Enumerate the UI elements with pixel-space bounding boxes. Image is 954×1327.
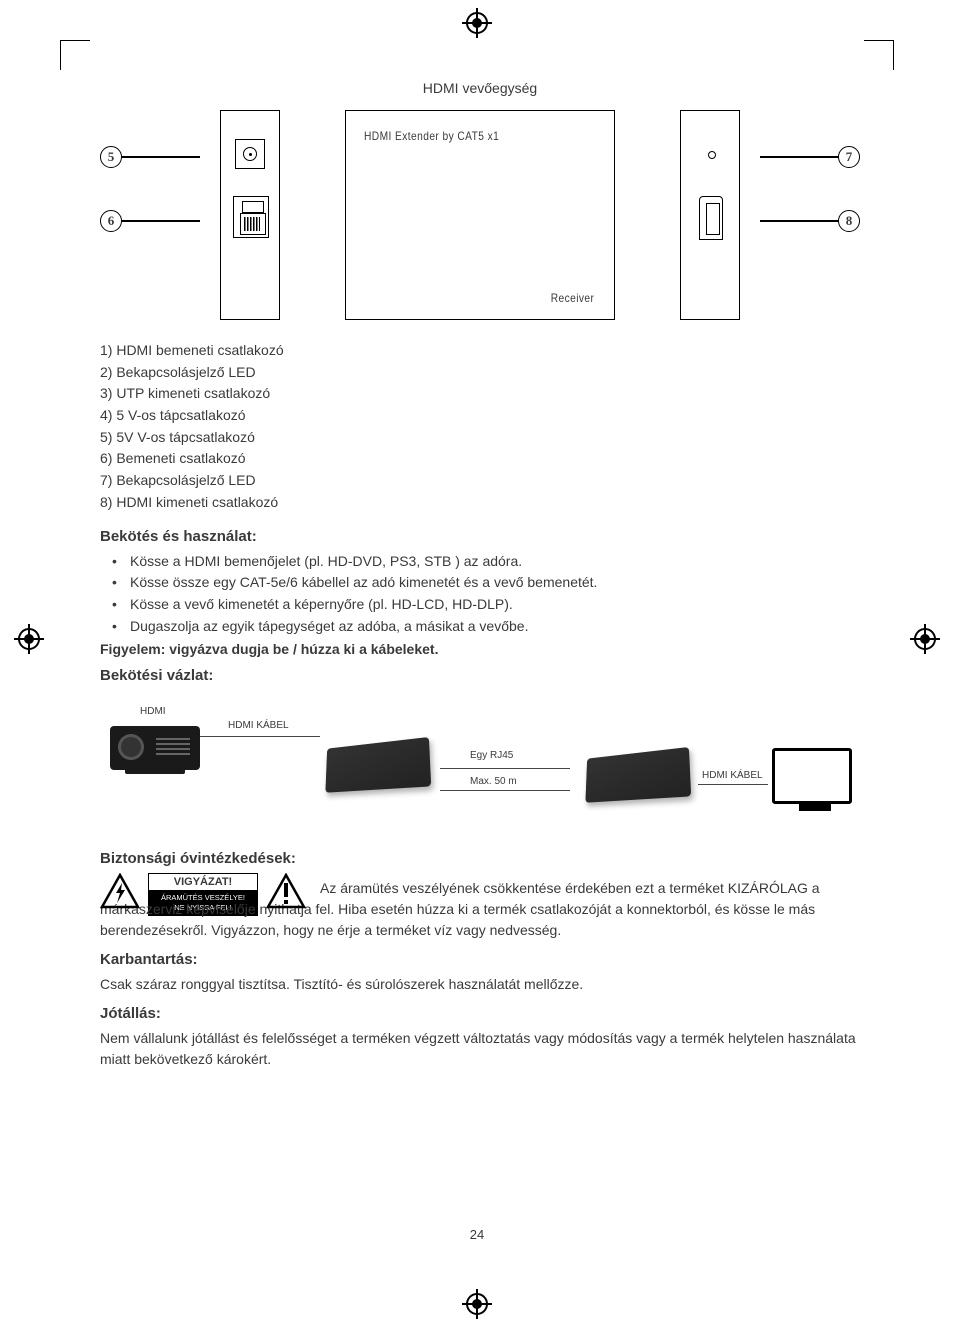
projector-icon (110, 726, 200, 770)
shock-warning-icon (100, 873, 140, 909)
receiver-right-view: 7 8 (680, 110, 860, 320)
list-item: Dugaszolja az egyik tápegységet az adóba… (112, 616, 860, 638)
reg-mark-left (18, 628, 40, 650)
hdmi-port-icon (699, 196, 723, 240)
wiring-diagram: HDMI HDMI KÁBEL Egy RJ45 Max. 50 m HDMI … (100, 690, 860, 840)
legend-item: 2) Bekapcsolásjelző LED (100, 362, 860, 384)
callout-5: 5 (100, 146, 200, 168)
legend-item: 3) UTP kimeneti csatlakozó (100, 383, 860, 405)
crop-mark (864, 40, 894, 70)
heading-maintenance: Karbantartás: (100, 951, 860, 968)
exclamation-warning-icon (266, 873, 306, 909)
heading-connection: Bekötés és használat: (100, 528, 860, 545)
reg-mark-right (914, 628, 936, 650)
legend-item: 8) HDMI kimeneti csatlakozó (100, 492, 860, 514)
label-rj45: Egy RJ45 (470, 750, 513, 761)
callout-7: 7 (760, 146, 860, 168)
caution-title: VIGYÁZAT! (149, 874, 257, 891)
dc-port-icon (235, 139, 265, 169)
list-item: Kösse a vevő kimenetét a képernyőre (pl.… (112, 594, 860, 616)
list-item: Kösse össze egy CAT-5e/6 kábellel az adó… (112, 572, 860, 594)
legend-list: 1) HDMI bemeneti csatlakozó 2) Bekapcsol… (100, 340, 860, 514)
reg-mark-bottom (466, 1293, 488, 1315)
device-label-bottom: Receiver (550, 291, 594, 305)
page-number: 24 (470, 1227, 484, 1242)
reg-mark-top (466, 12, 488, 34)
heading-warranty: Jótállás: (100, 1005, 860, 1022)
legend-item: 4) 5 V-os tápcsatlakozó (100, 405, 860, 427)
label-hdmi-cable: HDMI KÁBEL (228, 720, 289, 731)
device-label-top: HDMI Extender by CAT5 x1 (364, 129, 499, 143)
list-item: Kösse a HDMI bemenőjelet (pl. HD-DVD, PS… (112, 551, 860, 573)
cable-line (440, 790, 570, 791)
maintenance-text: Csak száraz ronggyal tisztítsa. Tisztító… (100, 974, 860, 995)
connection-steps: Kösse a HDMI bemenőjelet (pl. HD-DVD, PS… (100, 551, 860, 638)
tv-icon (772, 748, 852, 804)
label-max: Max. 50 m (470, 776, 517, 787)
cable-line (440, 768, 570, 769)
safety-block: VIGYÁZAT! ÁRAMÜTÉS VESZÉLYE! NE NYISSA F… (100, 873, 860, 941)
legend-item: 7) Bekapcsolásjelző LED (100, 470, 860, 492)
callout-8: 8 (760, 210, 860, 232)
page-content: HDMI vevőegység 5 6 HDMI Extender by CAT… (100, 80, 860, 1076)
legend-item: 1) HDMI bemeneti csatlakozó (100, 340, 860, 362)
receiver-top-view: HDMI Extender by CAT5 x1 Receiver (345, 110, 615, 320)
legend-item: 5) 5V V-os tápcsatlakozó (100, 427, 860, 449)
heading-wiring: Bekötési vázlat: (100, 667, 860, 684)
callout-6: 6 (100, 210, 200, 232)
crop-mark (60, 40, 90, 70)
rj45-port-icon (233, 196, 269, 238)
receiver-left-view: 5 6 (100, 110, 280, 320)
device-outline (680, 110, 740, 320)
cable-line (698, 784, 768, 785)
section-title: HDMI vevőegység (100, 80, 860, 96)
attention-note: Figyelem: vigyázva dugja be / húzza ki a… (100, 641, 860, 657)
extender-rx-icon (585, 747, 691, 803)
legend-item: 6) Bemeneti csatlakozó (100, 448, 860, 470)
led-icon (708, 151, 716, 159)
heading-safety: Biztonsági óvintézkedések: (100, 850, 860, 867)
cable-line (200, 736, 320, 737)
extender-tx-icon (325, 737, 431, 793)
device-diagram-row: 5 6 HDMI Extender by CAT5 x1 Receiver 7 (100, 110, 860, 320)
device-outline (220, 110, 280, 320)
projector-base-icon (125, 768, 185, 774)
warranty-text: Nem vállalunk jótállást és felelősséget … (100, 1028, 860, 1070)
label-hdmi: HDMI (140, 706, 166, 717)
label-hdmi-cable: HDMI KÁBEL (702, 770, 763, 781)
